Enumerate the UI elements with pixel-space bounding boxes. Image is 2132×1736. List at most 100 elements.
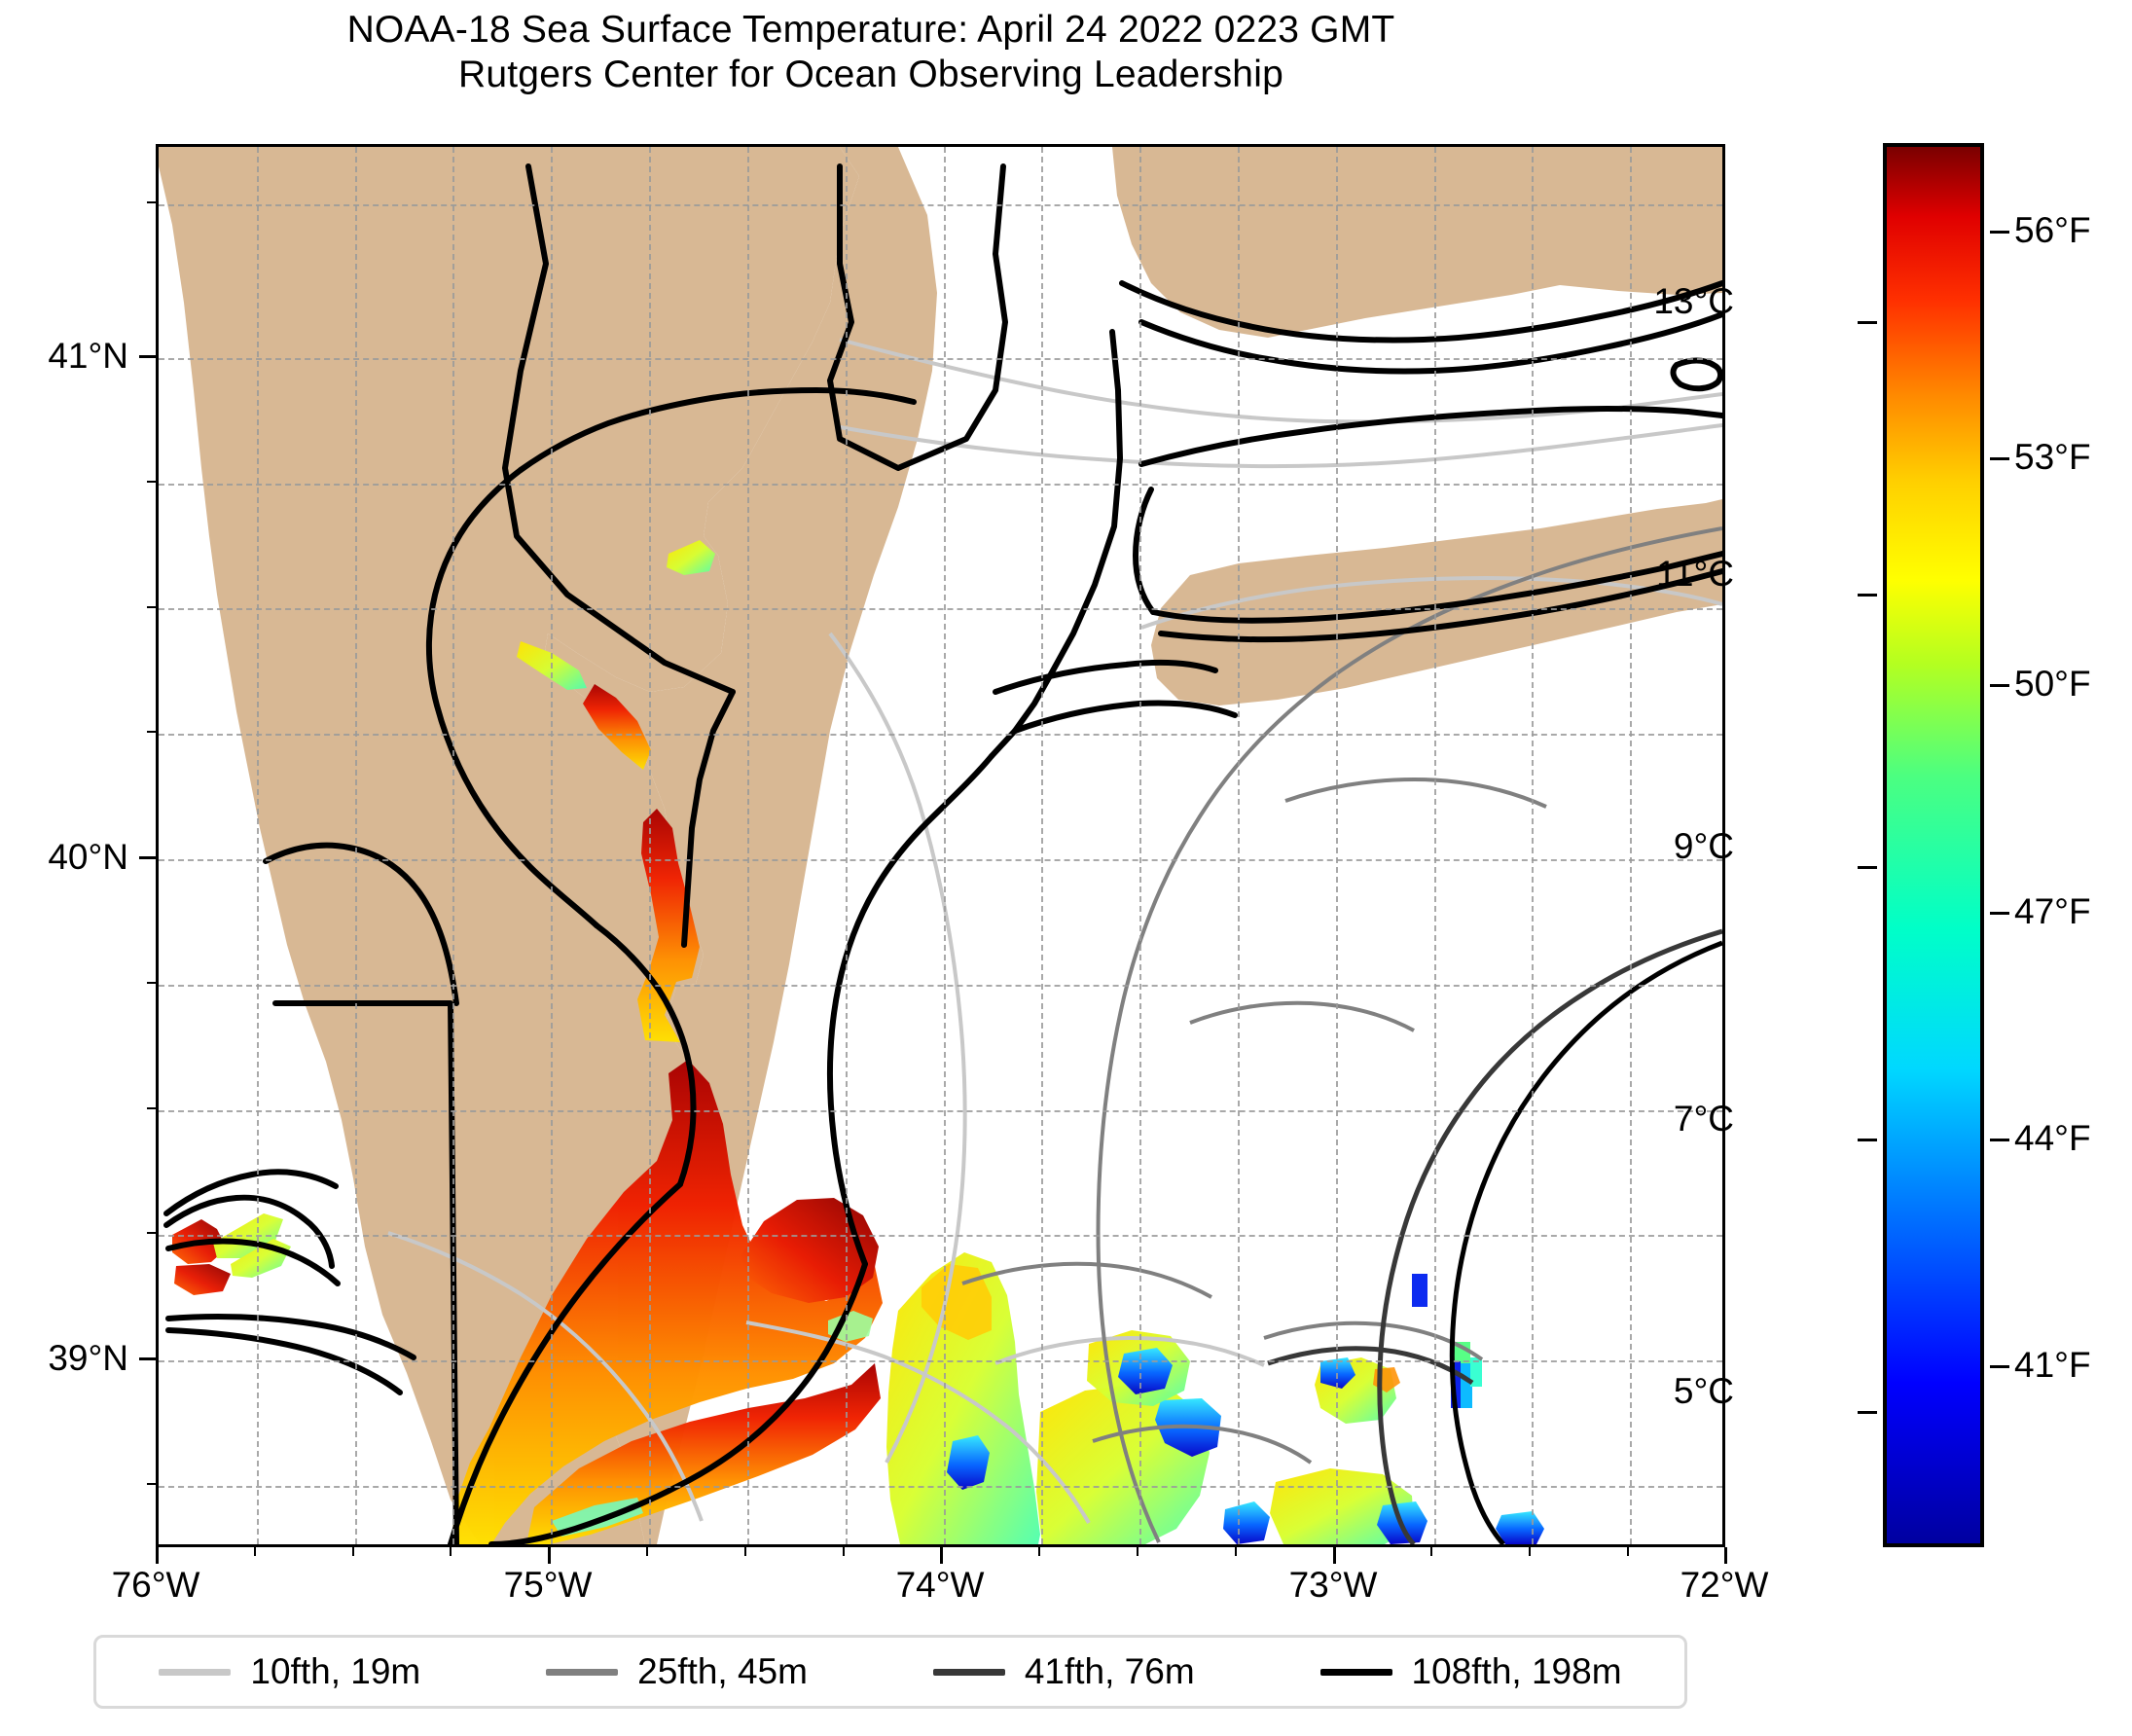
xtick-label-73w: 73°W	[1288, 1565, 1378, 1605]
xtick-minor-2	[352, 1547, 354, 1556]
legend-line-25fth	[546, 1668, 619, 1676]
gridline-lat-40-75	[159, 484, 1722, 486]
land-new-england	[1112, 147, 1722, 338]
xtick-minor-1	[254, 1547, 256, 1556]
xtick-76w	[156, 1547, 159, 1564]
ytick-41n	[139, 355, 156, 358]
cb-label-41f: 41°F	[2014, 1345, 2091, 1385]
legend-line-41fth	[932, 1668, 1005, 1676]
xtick-75w	[548, 1547, 551, 1564]
gridline-lon-75-50	[354, 147, 357, 1544]
legend-label-41fth: 41fth, 76m	[1024, 1651, 1195, 1691]
map-canvas	[159, 147, 1722, 1544]
title-line-2: Rutgers Center for Ocean Observing Leade…	[458, 54, 1283, 95]
legend-item-108fth[interactable]: 108fth, 198m	[1319, 1651, 1622, 1692]
land-long-island	[1151, 499, 1722, 705]
cb-label-5c: 5°C	[1673, 1371, 1734, 1411]
xtick-minor-8	[1137, 1547, 1138, 1556]
ytick-label-41n: 41°N	[48, 336, 128, 376]
gridline-lat-39	[159, 1360, 1722, 1362]
ytick-minor-1	[147, 201, 156, 203]
ytick-minor-5	[147, 982, 156, 984]
xtick-minor-3	[450, 1547, 452, 1556]
gridline-lat-40	[159, 859, 1722, 861]
gridline-lat-39-25	[159, 1235, 1722, 1237]
cb-label-53f: 53°F	[2014, 437, 2091, 477]
xtick-73w	[1333, 1547, 1336, 1564]
ytick-label-40n: 40°N	[48, 837, 128, 877]
gridline-lat-40-25	[159, 734, 1722, 736]
xtick-minor-6	[843, 1547, 845, 1556]
cb-tick-41f	[1990, 1365, 2009, 1368]
cb-label-44f: 44°F	[2014, 1118, 2091, 1158]
gridline-lon-75	[551, 147, 554, 1544]
legend-item-41fth[interactable]: 41fth, 76m	[932, 1651, 1195, 1692]
coastline-and-borders	[163, 163, 1722, 1544]
cb-tick-47f	[1990, 912, 2009, 915]
legend-label-25fth: 25fth, 45m	[637, 1651, 808, 1691]
xtick-72w	[1724, 1547, 1727, 1564]
gridline-lat-41-25	[159, 204, 1722, 206]
ytick-39n	[139, 1357, 156, 1360]
xtick-minor-4	[646, 1547, 648, 1556]
legend-item-25fth[interactable]: 25fth, 45m	[546, 1651, 808, 1692]
cb-label-47f: 47°F	[2014, 891, 2091, 931]
colorbar[interactable]	[1858, 143, 2009, 1547]
legend-label-10fth: 10fth, 19m	[250, 1651, 421, 1691]
xtick-label-76w: 76°W	[111, 1565, 200, 1605]
contour-108fth	[1449, 940, 1722, 1544]
xtick-label-72w: 72°W	[1680, 1565, 1769, 1605]
gridline-lon-74-25	[845, 147, 848, 1544]
gridline-lat-39-75	[159, 985, 1722, 987]
gridline-lon-73-75	[1041, 147, 1044, 1544]
ytick-label-39n: 39°N	[48, 1338, 128, 1378]
cb-tick-9c	[1858, 866, 1877, 869]
gridline-lon-74-50	[746, 147, 749, 1544]
sst-isolated-pixels	[1412, 1274, 1482, 1408]
ytick-minor-3	[147, 606, 156, 608]
gridline-lon-74	[943, 147, 946, 1544]
xtick-label-75w: 75°W	[503, 1565, 593, 1605]
xtick-74w	[940, 1547, 943, 1564]
cb-tick-7c	[1858, 1139, 1877, 1141]
gridline-lon-72-50	[1532, 147, 1535, 1544]
gridline-lat-41	[159, 358, 1722, 360]
cb-tick-50f	[1990, 684, 2009, 687]
cb-label-7c: 7°C	[1673, 1099, 1734, 1139]
legend-item-10fth[interactable]: 10fth, 19m	[159, 1651, 420, 1692]
cb-label-13c: 13°C	[1653, 281, 1734, 321]
cb-label-56f: 56°F	[2014, 210, 2091, 250]
map-plot-area[interactable]	[156, 144, 1725, 1547]
ytick-minor-4	[147, 731, 156, 733]
ytick-minor-8	[147, 1483, 156, 1485]
ytick-minor-6	[147, 1107, 156, 1109]
ytick-minor-2	[147, 481, 156, 483]
cb-tick-56f	[1990, 231, 2009, 234]
contour-41fth	[1267, 928, 1722, 1544]
gridline-lon-74-75	[649, 147, 652, 1544]
gridline-lat-40-50	[159, 608, 1722, 610]
contour-25fth	[961, 526, 1722, 1543]
xtick-minor-5	[744, 1547, 746, 1556]
cb-tick-13c	[1858, 321, 1877, 324]
legend-line-108fth	[1319, 1668, 1392, 1676]
legend-label-108fth: 108fth, 198m	[1411, 1651, 1622, 1691]
gridline-lon-72-25	[1630, 147, 1633, 1544]
xtick-minor-7	[1038, 1547, 1040, 1556]
xtick-label-74w: 74°W	[895, 1565, 985, 1605]
cb-tick-44f	[1990, 1139, 2009, 1141]
gridline-lon-75-25	[452, 147, 455, 1544]
gridline-lat-39-50	[159, 1110, 1722, 1112]
ytick-minor-7	[147, 1232, 156, 1234]
xtick-minor-11	[1529, 1547, 1531, 1556]
gridline-lon-72-75	[1433, 147, 1436, 1544]
cb-label-50f: 50°F	[2014, 664, 2091, 704]
cb-tick-11c	[1858, 594, 1877, 597]
gridline-lat-38-75	[159, 1486, 1722, 1488]
gridline-lon-73-25	[1237, 147, 1240, 1544]
xtick-minor-10	[1430, 1547, 1432, 1556]
land-south-jersey	[543, 147, 937, 1544]
colorbar-gradient	[1883, 143, 1984, 1547]
gridline-lon-75-75	[256, 147, 259, 1544]
bathymetry-legend[interactable]: 10fth, 19m 25fth, 45m 41fth, 76m 108fth,…	[93, 1635, 1687, 1709]
